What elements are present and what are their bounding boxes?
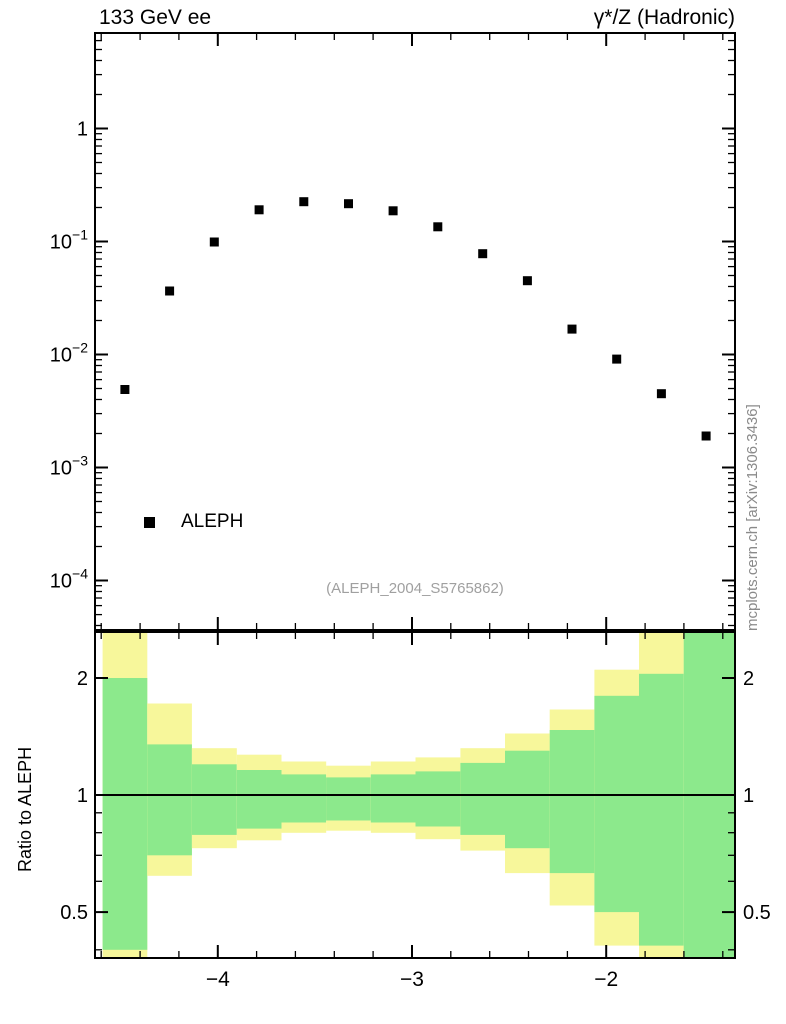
beam-energy-title: 133 GeV ee [99,6,212,29]
svg-text:2: 2 [743,668,754,690]
legend: ALEPH [144,511,243,533]
svg-text:10−4: 10−4 [50,566,88,593]
svg-text:0.5: 0.5 [60,902,88,924]
svg-text:2: 2 [77,668,88,690]
ratio-axis-title: Ratio to ALEPH [15,746,35,872]
svg-text:10−1: 10−1 [50,227,88,254]
svg-text:1: 1 [743,785,754,807]
svg-text:−4: −4 [206,968,230,991]
svg-text:1: 1 [77,119,88,141]
process-title: γ*/Z (Hadronic) [593,6,735,29]
svg-text:−2: −2 [594,968,618,991]
mcplots-credit: mcplots.cern.ch [arXiv:1306.3436] [744,404,761,631]
svg-text:−3: −3 [400,968,424,991]
svg-text:1: 1 [77,785,88,807]
svg-text:10−3: 10−3 [50,453,88,480]
analysis-watermark: (ALEPH_2004_S5765862) [326,580,504,597]
svg-text:10−2: 10−2 [50,340,88,367]
legend-label: ALEPH [181,511,244,532]
svg-text:0.5: 0.5 [743,902,771,924]
filled-square-marker-icon [144,516,155,528]
